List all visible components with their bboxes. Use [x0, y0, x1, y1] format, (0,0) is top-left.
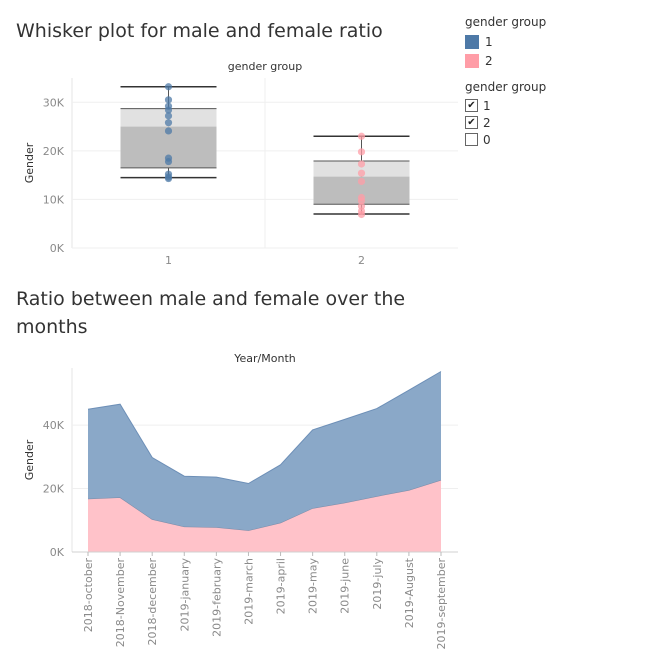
legend-item-2[interactable]: 2 [465, 51, 546, 70]
box-data-point [357, 148, 366, 156]
area-y-tick-label: 40K [43, 419, 65, 432]
checkbox-2[interactable]: ✔ [465, 116, 478, 129]
color-legend: gender group 1 2 [465, 15, 546, 70]
legend-swatch-1 [465, 34, 479, 49]
box-data-point [164, 112, 173, 120]
area-x-tick-label: 2019-april [275, 558, 288, 614]
box-data-point [164, 157, 173, 166]
box-data-point [357, 132, 366, 140]
area-y-tick-label: 0K [50, 546, 65, 559]
gender-group-filter: gender group ✔ 1 ✔ 2 0 [465, 80, 546, 148]
box-data-point [357, 169, 366, 177]
legend-item-1[interactable]: 1 [465, 32, 546, 51]
box-upper-hinge [313, 161, 410, 177]
area-x-tick-label: 2019-August [403, 557, 416, 628]
box-data-point [357, 177, 366, 186]
box-data-point [164, 119, 173, 127]
box-y-tick-label: 10K [43, 193, 65, 206]
area-x-tick-label: 2019-february [210, 558, 223, 637]
area-y-tick-label: 20K [43, 483, 65, 496]
legend-title: gender group [465, 15, 547, 29]
area-series-line-1 [87, 371, 442, 485]
filter-label-2: 2 [483, 115, 491, 130]
filter-option-0[interactable]: 0 [465, 131, 546, 148]
box-x-tick-label: 1 [165, 254, 172, 267]
checkbox-0[interactable] [465, 133, 478, 146]
box-data-point [164, 106, 173, 114]
area-x-tick-label: 2019-july [371, 558, 384, 610]
area-x-tick-label: 2019-september [435, 558, 448, 650]
area-x-tick-label: 2018-october [82, 558, 95, 633]
area-header: Year/Month [233, 352, 296, 365]
area-y-axis-label: Gender [23, 439, 36, 480]
legend-label-1: 1 [485, 34, 493, 49]
box-data-point [357, 160, 366, 168]
box-y-tick-label: 20K [43, 145, 65, 158]
box-data-point [357, 210, 366, 219]
area-x-tick-label: 2018-November [114, 558, 127, 648]
box-y-tick-label: 0K [50, 242, 65, 255]
legend-label-2: 2 [485, 53, 493, 68]
area-series-2 [88, 480, 441, 552]
area-x-tick-label: 2019-march [242, 558, 255, 625]
area-x-tick-label: 2019-may [307, 558, 320, 614]
area-series-1 [88, 371, 441, 531]
filter-title: gender group [465, 80, 547, 94]
box-data-point [357, 197, 366, 205]
box-data-point [164, 83, 173, 91]
box-header: gender group [228, 60, 302, 73]
checkbox-1[interactable]: ✔ [465, 99, 478, 112]
box-data-point [164, 127, 173, 135]
box-chart-title: Whisker plot for male and female ratio [16, 20, 383, 42]
box-y-axis-label: Gender [23, 142, 36, 183]
box-data-point [164, 96, 173, 104]
area-x-tick-label: 2018-december [146, 558, 159, 646]
area-chart-title: Ratio between male and female over the m… [16, 288, 406, 338]
filter-label-0: 0 [483, 132, 491, 147]
filter-label-1: 1 [483, 98, 491, 113]
legend-swatch-2 [465, 53, 479, 68]
box-data-point [164, 174, 173, 183]
filter-option-2[interactable]: ✔ 2 [465, 114, 546, 131]
box-y-tick-label: 30K [43, 96, 65, 109]
filter-option-1[interactable]: ✔ 1 [465, 97, 546, 114]
box-x-tick-label: 2 [358, 254, 365, 267]
area-x-tick-label: 2019-june [339, 558, 352, 614]
area-x-tick-label: 2019-january [178, 558, 191, 632]
